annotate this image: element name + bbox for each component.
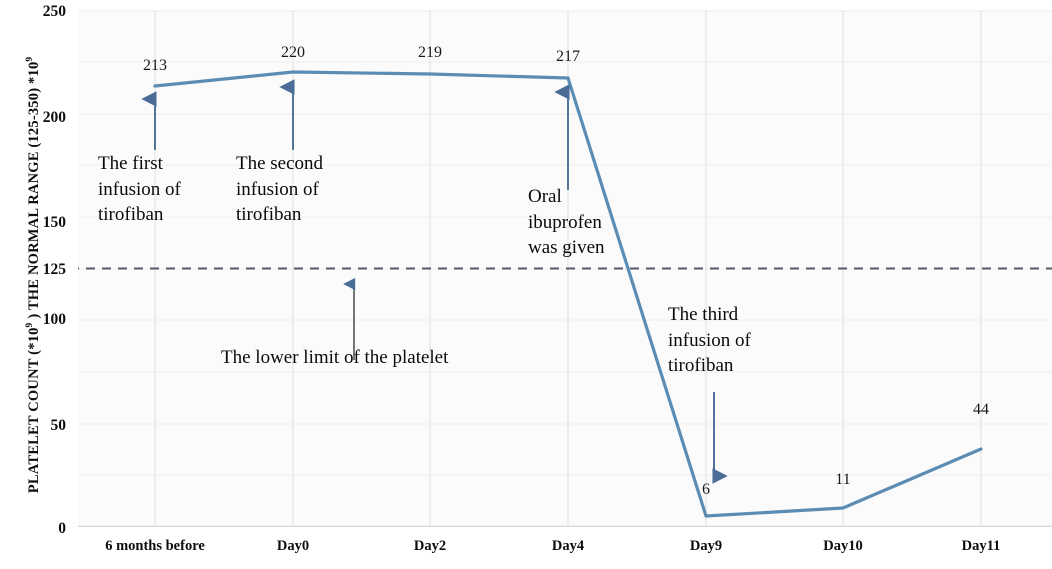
data-line-platelet	[153, 70, 983, 518]
y-tick-150: 150	[42, 214, 66, 231]
x-tick-1: Day0	[276, 538, 310, 554]
plot-area	[78, 10, 1052, 527]
value-label-5: 11	[835, 471, 851, 488]
x-tick-2: Day2	[413, 538, 447, 554]
y-axis-title-exp2: 9	[25, 56, 36, 62]
y-tick-250: 250	[42, 3, 66, 20]
value-label-3: 217	[556, 48, 580, 65]
value-label-4: 6	[702, 481, 710, 498]
annotation-oral-ibuprofen: Oral ibuprofen was given	[528, 186, 605, 259]
x-tick-0: 6 months before	[105, 538, 205, 554]
annotation-first-infusion: The first infusion of tirofiban	[98, 153, 181, 226]
y-tick-0: 0	[58, 520, 66, 537]
y-tick-200: 200	[42, 109, 66, 126]
x-tick-3: Day4	[551, 538, 585, 554]
annotation-lower-limit: The lower limit of the platelet	[221, 347, 449, 368]
y-tick-50: 50	[50, 417, 67, 434]
plot-svg	[78, 10, 1052, 527]
value-label-2: 219	[418, 44, 442, 61]
y-tick-100: 100	[42, 311, 66, 328]
annotation-second-infusion: The second infusion of tirofiban	[236, 153, 324, 226]
x-tick-6: Day11	[961, 538, 1001, 554]
value-label-0: 213	[143, 57, 167, 74]
y-axis-title-part1: PLATELET COUNT (*10	[25, 327, 42, 494]
x-tick-5: Day10	[823, 538, 863, 554]
value-label-1: 220	[281, 44, 305, 61]
annotation-third-infusion: The third infusion of tirofiban	[668, 304, 751, 377]
y-axis-title-part2: ) THE NORMAL RANGE (125-350) *10	[25, 61, 42, 323]
y-tick-125: 125	[42, 261, 66, 278]
x-tick-4: Day9	[689, 538, 723, 554]
value-label-6: 44	[973, 401, 989, 418]
horizontal-gridlines	[78, 10, 1052, 527]
